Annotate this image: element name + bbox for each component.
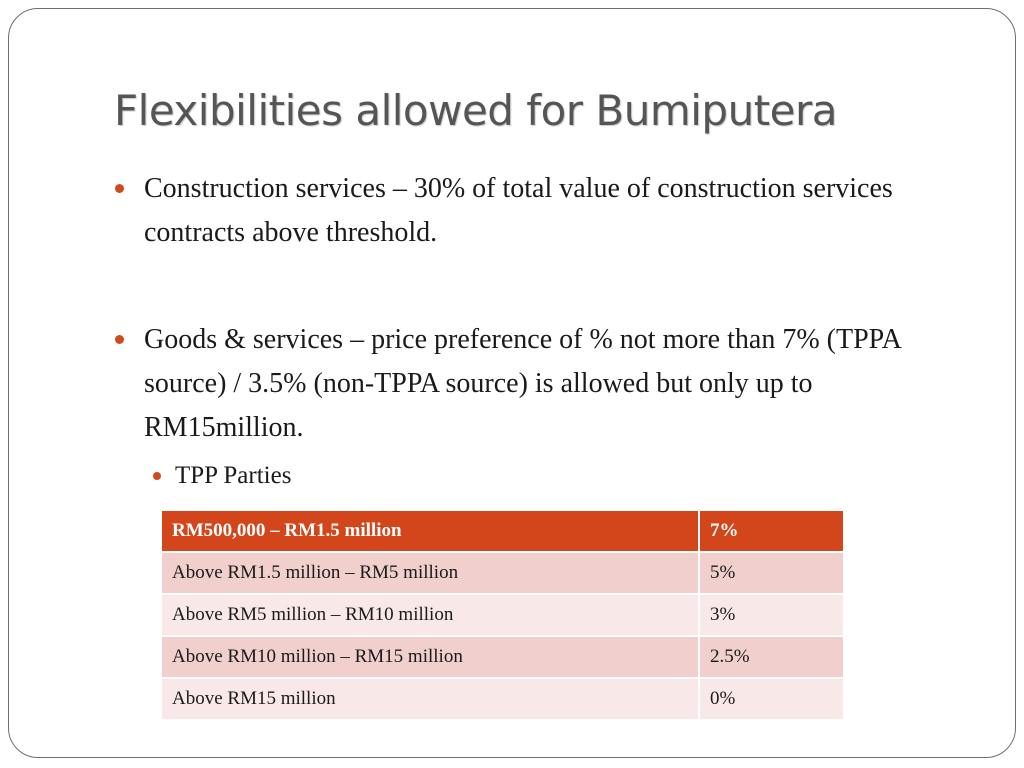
table-cell-range: Above RM5 million – RM10 million (162, 594, 700, 637)
table-cell-range: Above RM15 million (162, 678, 700, 721)
slide-title: Flexibilities allowed for Bumiputera (114, 86, 838, 135)
sub-bullet-dot-icon (153, 472, 161, 480)
table-row: Above RM5 million – RM10 million 3% (162, 594, 845, 637)
table-cell-range: Above RM10 million – RM15 million (162, 636, 700, 679)
price-preference-table: RM500,000 – RM1.5 million 7% Above RM1.5… (162, 511, 845, 721)
table-cell-rate: 5% (699, 552, 845, 595)
table-header-rate: 7% (699, 511, 845, 553)
table-row: Above RM1.5 million – RM5 million 5% (162, 552, 845, 595)
sub-bullet-tpp-parties: TPP Parties (175, 462, 292, 489)
table-row: Above RM10 million – RM15 million 2.5% (162, 636, 845, 679)
bullet-construction-services: Construction services – 30% of total val… (144, 173, 893, 248)
bullet-dot-icon (115, 335, 124, 344)
table-header-row: RM500,000 – RM1.5 million 7% (162, 511, 845, 553)
table-row: Above RM15 million 0% (162, 678, 845, 721)
table-cell-rate: 0% (699, 678, 845, 721)
bullet-dot-icon (115, 184, 124, 193)
table-header-range: RM500,000 – RM1.5 million (162, 511, 700, 553)
table-cell-rate: 3% (699, 594, 845, 637)
bullet-goods-services: Goods & services – price preference of %… (144, 324, 901, 443)
table-cell-range: Above RM1.5 million – RM5 million (162, 552, 700, 595)
table-cell-rate: 2.5% (699, 636, 845, 679)
